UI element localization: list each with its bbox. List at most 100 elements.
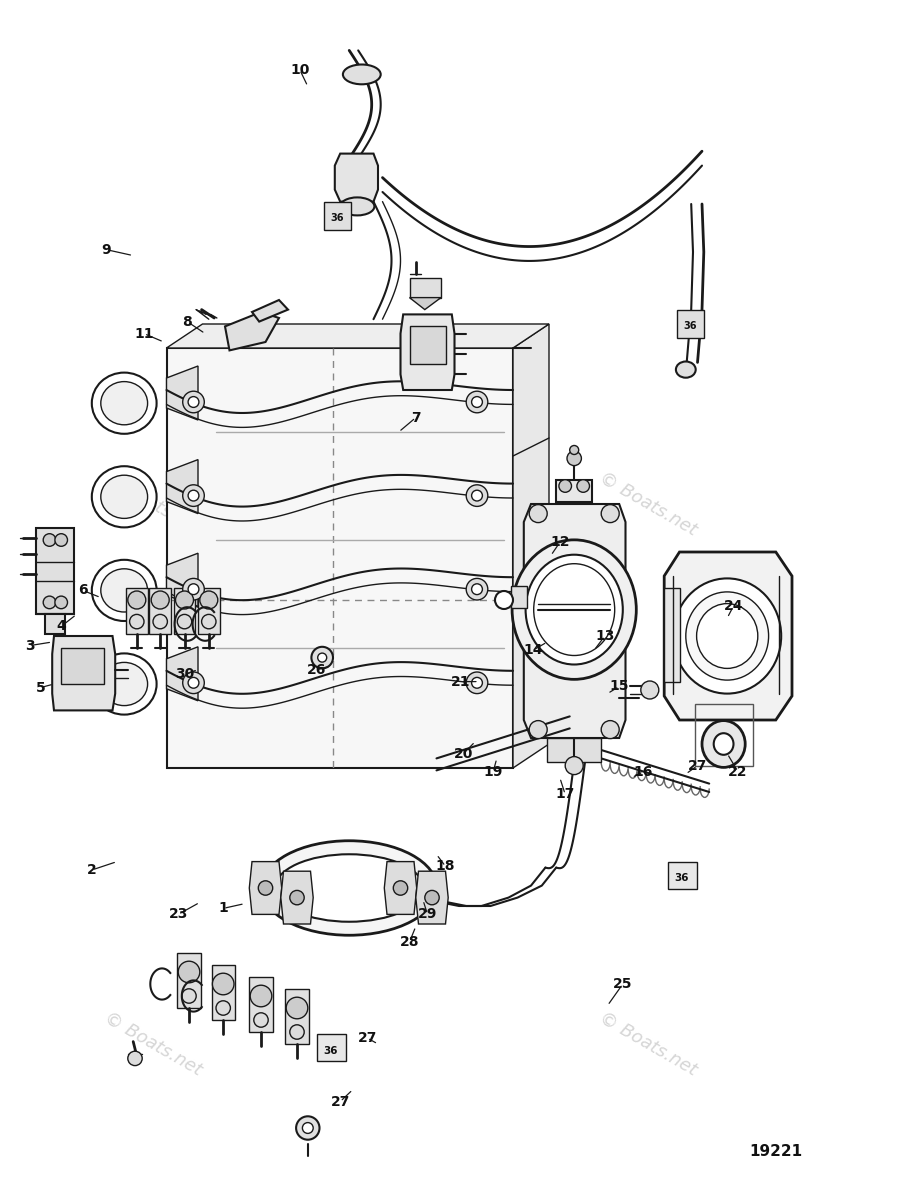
Circle shape bbox=[601, 720, 619, 738]
Ellipse shape bbox=[261, 841, 437, 935]
Circle shape bbox=[182, 989, 196, 1003]
Polygon shape bbox=[166, 348, 513, 768]
Circle shape bbox=[188, 396, 199, 407]
Ellipse shape bbox=[686, 592, 769, 680]
Polygon shape bbox=[285, 989, 309, 1044]
Circle shape bbox=[466, 578, 488, 600]
Text: © Boats.net: © Boats.net bbox=[596, 1009, 700, 1079]
Ellipse shape bbox=[512, 540, 636, 679]
Polygon shape bbox=[664, 588, 680, 682]
Polygon shape bbox=[249, 977, 273, 1032]
Circle shape bbox=[290, 1025, 304, 1039]
Circle shape bbox=[43, 534, 56, 546]
Ellipse shape bbox=[714, 733, 734, 755]
Polygon shape bbox=[177, 953, 201, 1008]
Polygon shape bbox=[281, 871, 313, 924]
Circle shape bbox=[183, 391, 204, 413]
Text: 8: 8 bbox=[183, 314, 192, 329]
Polygon shape bbox=[400, 314, 454, 390]
Circle shape bbox=[178, 961, 200, 983]
Polygon shape bbox=[335, 154, 378, 202]
Text: 6: 6 bbox=[78, 583, 87, 598]
Circle shape bbox=[472, 584, 482, 594]
Ellipse shape bbox=[92, 466, 157, 528]
Text: 3: 3 bbox=[25, 638, 34, 653]
Ellipse shape bbox=[702, 720, 745, 768]
Text: 23: 23 bbox=[168, 907, 188, 922]
Bar bbox=[324, 202, 351, 230]
Text: 19: 19 bbox=[483, 764, 503, 779]
Circle shape bbox=[296, 1116, 320, 1140]
Circle shape bbox=[559, 480, 572, 492]
Circle shape bbox=[216, 1001, 230, 1015]
Polygon shape bbox=[212, 965, 235, 1020]
Text: 14: 14 bbox=[523, 643, 543, 658]
Circle shape bbox=[188, 490, 199, 502]
Text: 13: 13 bbox=[595, 629, 615, 643]
Circle shape bbox=[177, 614, 192, 629]
Text: 19221: 19221 bbox=[749, 1145, 803, 1159]
Circle shape bbox=[202, 614, 216, 629]
Circle shape bbox=[529, 720, 547, 738]
Ellipse shape bbox=[101, 382, 148, 425]
Circle shape bbox=[183, 578, 204, 600]
Polygon shape bbox=[126, 588, 148, 634]
Polygon shape bbox=[149, 588, 171, 634]
Text: 28: 28 bbox=[400, 935, 419, 949]
Text: 21: 21 bbox=[451, 674, 471, 689]
Text: 36: 36 bbox=[674, 874, 688, 883]
Polygon shape bbox=[166, 553, 198, 607]
Bar bbox=[317, 1034, 346, 1062]
Ellipse shape bbox=[676, 361, 696, 378]
Text: 30: 30 bbox=[175, 667, 194, 682]
Polygon shape bbox=[556, 480, 592, 502]
Circle shape bbox=[472, 396, 482, 407]
Polygon shape bbox=[225, 312, 279, 350]
Bar bbox=[677, 310, 704, 338]
Ellipse shape bbox=[673, 578, 781, 694]
Circle shape bbox=[567, 451, 581, 466]
Polygon shape bbox=[174, 588, 195, 634]
Circle shape bbox=[151, 590, 169, 608]
Polygon shape bbox=[513, 324, 549, 768]
Text: 25: 25 bbox=[613, 977, 633, 991]
Polygon shape bbox=[52, 636, 115, 710]
Polygon shape bbox=[198, 588, 220, 634]
Ellipse shape bbox=[92, 559, 157, 622]
Circle shape bbox=[425, 890, 439, 905]
Text: 29: 29 bbox=[418, 907, 437, 922]
Polygon shape bbox=[166, 647, 198, 701]
Text: 27: 27 bbox=[357, 1031, 377, 1045]
Text: 1: 1 bbox=[219, 901, 228, 916]
Circle shape bbox=[570, 445, 579, 455]
Text: 4: 4 bbox=[57, 619, 66, 634]
Text: 36: 36 bbox=[323, 1046, 338, 1056]
Text: 5: 5 bbox=[36, 680, 45, 695]
Circle shape bbox=[128, 1051, 142, 1066]
Ellipse shape bbox=[101, 569, 148, 612]
Circle shape bbox=[466, 485, 488, 506]
Polygon shape bbox=[410, 278, 441, 298]
Circle shape bbox=[254, 1013, 268, 1027]
Text: 15: 15 bbox=[609, 679, 629, 694]
Circle shape bbox=[641, 680, 659, 698]
Ellipse shape bbox=[343, 65, 381, 84]
Polygon shape bbox=[416, 871, 448, 924]
Circle shape bbox=[472, 677, 482, 688]
Text: 36: 36 bbox=[331, 214, 344, 223]
Ellipse shape bbox=[340, 197, 374, 215]
Circle shape bbox=[286, 997, 308, 1019]
Circle shape bbox=[212, 973, 234, 995]
Circle shape bbox=[128, 590, 146, 608]
Circle shape bbox=[250, 985, 272, 1007]
Polygon shape bbox=[547, 738, 601, 762]
Circle shape bbox=[183, 485, 204, 506]
Text: © Boats.net: © Boats.net bbox=[596, 469, 700, 539]
Ellipse shape bbox=[101, 662, 148, 706]
Circle shape bbox=[176, 590, 194, 608]
Circle shape bbox=[290, 890, 304, 905]
Text: 16: 16 bbox=[634, 764, 653, 779]
Circle shape bbox=[529, 504, 547, 523]
Text: © Boats.net: © Boats.net bbox=[101, 469, 205, 539]
Circle shape bbox=[495, 590, 513, 608]
